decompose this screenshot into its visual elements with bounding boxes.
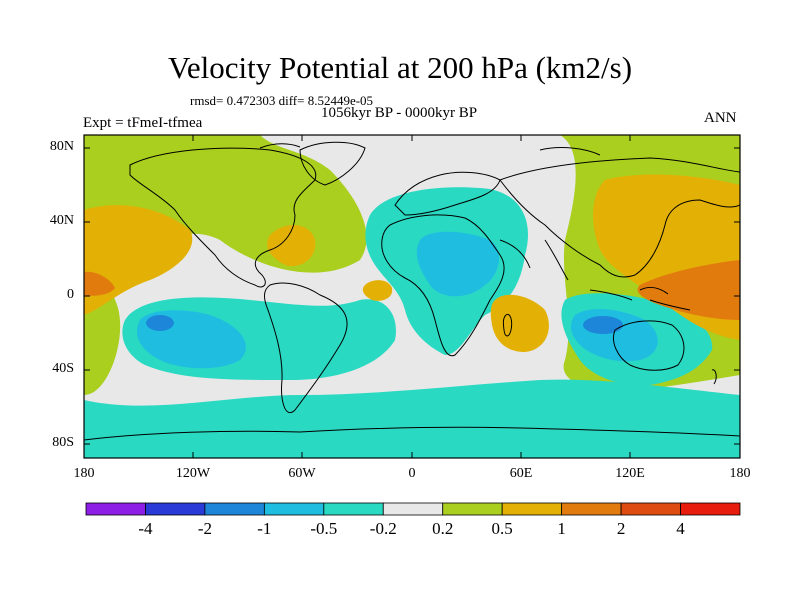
colorbar-label: 0.2 <box>432 519 454 538</box>
season-label: ANN <box>704 110 737 126</box>
colorbar-box <box>620 502 681 516</box>
greenland-outline <box>299 141 366 186</box>
colorbar-box <box>680 502 741 516</box>
colorbar-box <box>382 502 444 516</box>
colorbar-box <box>263 502 325 516</box>
caribbean-positive <box>267 224 316 267</box>
lon-label-180e: 180 <box>729 466 751 481</box>
southern-negative-band <box>84 379 740 458</box>
lat-label-0: 0 <box>67 287 74 302</box>
lat-label-80n: 80N <box>49 139 74 154</box>
colorbar-label: 2 <box>616 519 626 538</box>
colorbar-label: 1 <box>557 519 566 538</box>
lon-label-0: 0 <box>408 466 416 481</box>
period-text: 1056kyr BP - 0000kyr BP <box>321 105 478 121</box>
lon-label-180w: 180 <box>73 466 95 481</box>
lon-label-120w: 120W <box>175 466 211 481</box>
colorbar-box <box>145 502 206 516</box>
africa-core <box>416 231 500 297</box>
lon-label-60w: 60W <box>288 466 316 481</box>
contour-field <box>84 135 740 458</box>
south-asia-outline <box>499 239 569 281</box>
south-america-outline <box>264 282 348 413</box>
colorbar-label: -0.5 <box>310 519 338 538</box>
coastlines <box>84 141 740 441</box>
antarctica-outline <box>84 426 740 441</box>
colorbar-box <box>561 502 622 516</box>
lat-label-80s: 80S <box>52 435 74 450</box>
lat-label-40s: 40S <box>52 361 74 376</box>
lat-label-40n: 40N <box>49 213 74 228</box>
plot-title: Velocity Potential at 200 hPa (km2/s) <box>167 50 633 85</box>
new-zealand-outline <box>711 369 717 385</box>
maritime-continent-positive <box>637 260 740 320</box>
colorbar <box>85 502 741 516</box>
stats-text: rmsd= 0.472303 diff= 8.52449e-05 <box>190 93 374 108</box>
indonesia-outline <box>589 286 691 311</box>
colorbar-box <box>85 502 146 516</box>
africa-outline <box>381 214 505 357</box>
experiment-label: Expt = tFmeI-tfmea <box>83 115 203 131</box>
madagascar-positive <box>490 294 549 352</box>
north-america-outline <box>129 147 317 288</box>
asia-outline <box>499 157 740 278</box>
madagascar-outline <box>502 313 513 337</box>
colorbar-label: 4 <box>676 519 685 538</box>
colorbar-label: -0.2 <box>369 519 397 538</box>
au-strong <box>583 316 623 334</box>
colorbar-label: -2 <box>197 519 212 538</box>
colorbar-box <box>204 502 265 516</box>
colorbar-box <box>442 502 503 516</box>
axis-ticks <box>84 135 740 458</box>
lon-label-60e: 60E <box>509 466 533 481</box>
colorbar-box <box>323 502 384 516</box>
colorbar-label: -4 <box>138 519 153 538</box>
lon-label-120e: 120E <box>615 466 645 481</box>
pacific-dateline-positive <box>84 271 115 296</box>
arctic-islands-outline <box>259 143 601 156</box>
colorbar-box <box>501 502 563 516</box>
australia-outline <box>613 320 685 371</box>
atlantic-positive <box>362 280 393 301</box>
sp-strong <box>146 315 174 331</box>
colorbar-label: -1 <box>257 519 272 538</box>
colorbar-label: 0.5 <box>491 519 513 538</box>
